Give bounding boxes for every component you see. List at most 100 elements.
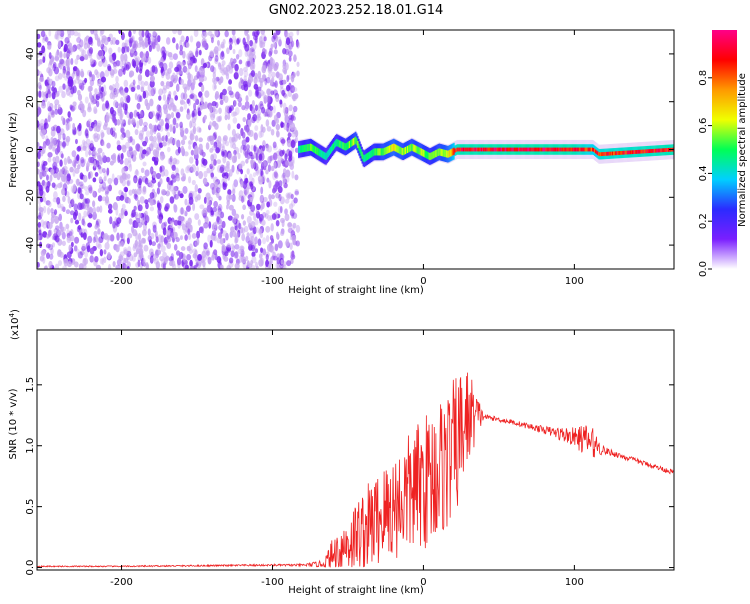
noise-speck xyxy=(214,58,219,65)
noise-speck xyxy=(182,92,188,101)
noise-speck xyxy=(37,33,41,40)
ridge-core xyxy=(473,147,475,152)
ridge-core xyxy=(633,150,635,155)
ridge-core xyxy=(409,144,411,152)
ridge-core xyxy=(601,152,603,157)
noise-speck xyxy=(232,245,236,252)
noise-speck xyxy=(138,117,143,127)
noise-speck xyxy=(228,65,234,74)
noise-speck xyxy=(102,124,108,131)
noise-speck xyxy=(65,87,71,96)
noise-speck xyxy=(229,169,233,177)
noise-speck xyxy=(253,132,258,141)
noise-speck xyxy=(41,129,47,135)
noise-speck xyxy=(291,250,295,258)
noise-speck xyxy=(245,136,250,143)
noise-speck xyxy=(84,96,89,104)
noise-speck xyxy=(267,214,271,221)
ridge-core xyxy=(582,147,584,152)
ridge-core xyxy=(420,148,422,156)
noise-speck xyxy=(95,100,100,108)
noise-speck xyxy=(220,43,225,49)
noise-speck xyxy=(283,93,288,99)
noise-speck xyxy=(227,152,233,161)
noise-speck xyxy=(265,119,270,127)
noise-speck xyxy=(241,214,245,220)
ridge-core xyxy=(554,147,557,152)
ridge-core xyxy=(577,147,579,152)
noise-speck xyxy=(173,191,177,199)
noise-speck xyxy=(167,146,171,153)
noise-speck xyxy=(75,138,78,145)
noise-speck xyxy=(107,252,111,260)
ridge-core xyxy=(619,151,621,155)
noise-speck xyxy=(253,83,259,90)
noise-speck xyxy=(288,50,293,57)
ridge-core xyxy=(655,148,657,153)
noise-speck xyxy=(49,253,54,260)
noise-speck xyxy=(63,47,67,53)
ridge-core xyxy=(452,148,454,156)
ridge-core xyxy=(419,147,421,156)
noise-speck xyxy=(279,253,285,261)
noise-speck xyxy=(83,185,88,192)
noise-speck xyxy=(137,94,142,103)
noise-speck xyxy=(69,104,73,111)
ridge-core xyxy=(618,151,620,155)
ridge-core xyxy=(639,149,641,154)
noise-speck xyxy=(205,247,210,254)
noise-speck xyxy=(57,260,63,266)
noise-speck xyxy=(275,192,281,199)
noise-speck xyxy=(120,53,125,62)
ridge-core xyxy=(381,148,383,156)
ridge-core xyxy=(576,147,578,152)
noise-speck xyxy=(227,215,233,221)
noise-speck xyxy=(258,153,263,161)
noise-speck xyxy=(195,40,202,48)
ridge-core xyxy=(609,151,612,156)
noise-speck xyxy=(102,181,107,191)
noise-speck xyxy=(138,178,142,186)
noise-speck xyxy=(107,65,112,72)
noise-speck xyxy=(275,123,281,131)
noise-speck xyxy=(123,45,128,53)
noise-speck xyxy=(155,236,159,243)
noise-speck xyxy=(66,177,71,185)
noise-speck xyxy=(201,209,206,217)
noise-speck xyxy=(114,88,120,95)
noise-speck xyxy=(273,49,278,55)
ridge-core xyxy=(528,147,530,152)
noise-speck xyxy=(224,30,229,38)
ridge-core xyxy=(603,152,605,156)
noise-speck xyxy=(120,133,125,141)
noise-speck xyxy=(262,144,266,152)
noise-speck xyxy=(142,161,147,167)
noise-speck xyxy=(227,123,231,131)
noise-speck xyxy=(267,72,272,79)
ridge-core xyxy=(476,147,478,152)
noise-speck xyxy=(231,216,237,224)
noise-speck xyxy=(47,101,51,109)
noise-speck xyxy=(127,198,131,204)
ridge-core xyxy=(348,140,351,149)
noise-speck xyxy=(188,144,192,150)
ridge-core xyxy=(427,151,429,159)
noise-speck xyxy=(138,252,143,259)
ridge-core xyxy=(624,150,626,155)
ridge-core xyxy=(599,152,601,157)
noise-speck xyxy=(274,243,279,252)
noise-speck xyxy=(43,220,49,226)
noise-speck xyxy=(135,143,141,152)
noise-speck xyxy=(182,135,187,141)
noise-speck xyxy=(54,92,59,98)
noise-speck xyxy=(192,202,196,212)
noise-speck xyxy=(237,152,241,160)
noise-speck xyxy=(84,198,90,204)
noise-speck xyxy=(204,90,210,98)
noise-speck xyxy=(67,111,71,118)
noise-speck xyxy=(42,145,47,154)
ridge-core xyxy=(488,147,490,152)
noise-speck xyxy=(224,105,230,113)
noise-speck xyxy=(145,130,151,138)
noise-speck xyxy=(87,48,93,57)
